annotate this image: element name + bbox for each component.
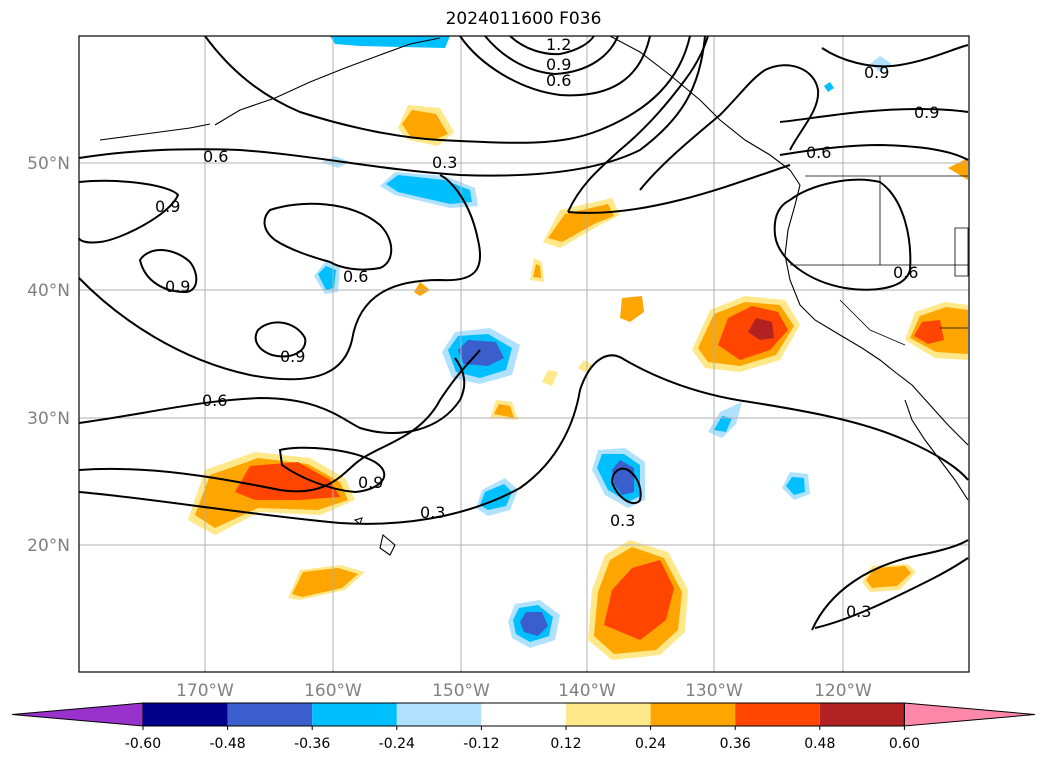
colorbar-tick-label: 0.24	[635, 736, 666, 752]
contour-label: 0.6	[203, 147, 228, 166]
contour-label: 0.3	[432, 153, 457, 172]
colorbar-segment	[143, 703, 228, 726]
longitude-labels: 170°W 160°W 150°W 140°W 130°W 120°W	[176, 681, 872, 701]
positive-anomaly-region	[292, 568, 358, 597]
contour-label: 0.9	[914, 103, 939, 122]
positive-anomaly-region	[604, 560, 674, 640]
colorbar-segment	[396, 703, 482, 726]
colorbar-tick-label: -0.36	[294, 736, 330, 752]
colorbar-segment	[566, 703, 651, 726]
contour-label: 0.9	[155, 197, 180, 216]
contour-label: 0.9	[864, 63, 889, 82]
colorbar-tick-label: 0.36	[720, 736, 751, 752]
negative-anomaly-region	[714, 416, 732, 432]
contour-label: 0.6	[343, 267, 368, 286]
colorbar-segment	[227, 703, 313, 726]
graticule	[79, 36, 969, 672]
positive-anomaly-region	[948, 158, 968, 180]
lat-label: 40°N	[27, 281, 70, 301]
colorbar-extension-low	[11, 702, 144, 727]
lon-label: 130°W	[685, 681, 743, 701]
colorbar-extension-high	[903, 702, 1036, 727]
contour-labels: 1.2 0.9 0.6 0.6 0.3 0.9 0.9 0.9 0.6 0.9 …	[155, 35, 939, 621]
contour-label: 0.3	[610, 511, 635, 530]
positive-anomaly-region	[494, 404, 514, 418]
contour-label: 0.9	[546, 55, 571, 74]
contour-label: 1.2	[546, 35, 571, 54]
contour-lines	[78, 35, 969, 631]
colorbar-tick-label: 0.12	[550, 736, 581, 752]
contour-label: 0.6	[546, 71, 571, 90]
colorbar-segment	[650, 703, 736, 726]
colorbar-outline	[142, 702, 905, 727]
contour-label: 0.3	[420, 503, 445, 522]
positive-anomaly-region	[578, 360, 594, 372]
negative-anomaly-region	[318, 266, 336, 290]
negative-anomaly-region	[786, 477, 805, 495]
colorbar-segment	[819, 703, 905, 726]
contour-label: 0.9	[358, 473, 383, 492]
lon-label: 160°W	[304, 681, 362, 701]
map-frame	[78, 35, 970, 673]
colorbar-segment	[481, 703, 566, 726]
positive-anomaly-region	[402, 110, 448, 140]
positive-anomaly-region	[748, 318, 774, 340]
lat-label: 50°N	[27, 154, 70, 174]
lat-label: 20°N	[27, 536, 70, 556]
lon-label: 120°W	[814, 681, 872, 701]
lat-label: 30°N	[27, 409, 70, 429]
colorbar-tick-label: 0.60	[889, 736, 920, 752]
negative-anomaly-region	[612, 460, 634, 495]
colorbar-segment	[735, 703, 820, 726]
positive-anomaly-region	[620, 296, 644, 322]
shaded-fields	[188, 36, 968, 660]
positive-anomaly-region	[414, 282, 430, 296]
contour-label: 0.9	[280, 347, 305, 366]
contour-label: 0.3	[846, 602, 871, 621]
negative-anomaly-region	[824, 82, 834, 92]
colorbar: -0.60 -0.48 -0.36 -0.24 -0.12 0.12 0.24 0.36 0.4…	[11, 702, 1036, 752]
contour-label: 0.6	[202, 391, 227, 410]
negative-anomaly-region	[870, 56, 892, 72]
negative-anomaly-region	[330, 36, 450, 48]
map-title: 2024011600 F036	[445, 9, 602, 29]
colorbar-segment	[312, 703, 397, 726]
positive-anomaly-region	[533, 264, 541, 278]
colorbar-tick-label: -0.12	[463, 736, 499, 752]
negative-anomaly-region	[386, 175, 472, 204]
lon-label: 140°W	[558, 681, 616, 701]
colorbar-tick-label: -0.24	[379, 736, 415, 752]
political-borders	[790, 175, 969, 346]
colorbar-tick-label: -0.60	[125, 736, 161, 752]
positive-anomaly-region	[914, 320, 944, 344]
positive-anomaly-region	[542, 370, 558, 386]
latitude-labels: 50°N 40°N 30°N 20°N	[27, 154, 70, 556]
lon-label: 150°W	[432, 681, 490, 701]
colorbar-tick-label: 0.48	[804, 736, 835, 752]
contour-label: 0.9	[165, 277, 190, 296]
negative-anomaly-region	[458, 340, 504, 366]
negative-anomaly-region	[520, 612, 548, 636]
coastlines	[99, 35, 969, 556]
positive-anomaly-region	[866, 566, 911, 588]
contour-label: 0.6	[806, 143, 831, 162]
colorbar-tick-label: -0.48	[209, 736, 245, 752]
lon-label: 170°W	[176, 681, 234, 701]
contour-label: 0.6	[893, 263, 918, 282]
